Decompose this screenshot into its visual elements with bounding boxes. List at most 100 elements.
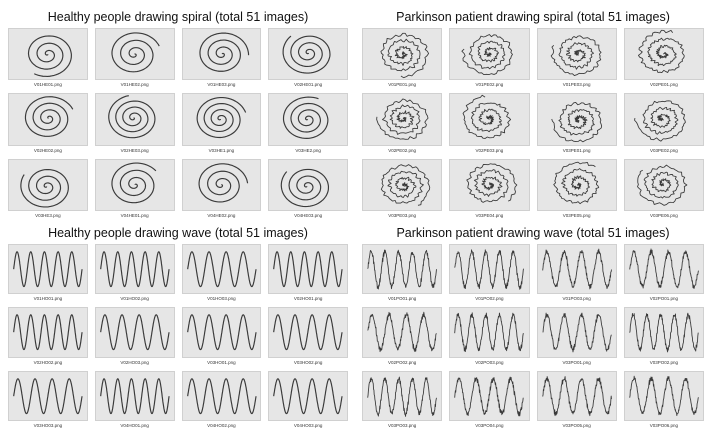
drawing-thumbnail: V02HO01.png [268,244,348,303]
drawing-thumbnail: V03HE1.png [181,93,262,154]
drawing-thumbnail: V03HO03.png [8,370,88,430]
wave-drawing-image [8,307,88,358]
drawing-thumbnail: V04HO01.png [94,370,175,430]
image-filename: V04HO01.png [120,422,149,428]
image-filename: V04HO03.png [293,422,323,428]
healthy-wave-panel: Healthy people drawing wave (total 51 im… [8,226,348,430]
image-filename: V03PO04.png [475,422,504,428]
wave-drawing-image [536,244,617,295]
drawing-thumbnail: V03PO06.png [623,370,704,430]
image-filename: V02HO01.png [293,296,323,302]
wave-drawing-image [623,307,704,358]
image-filename: V02HE01.png [294,82,323,88]
spiral-drawing-image [94,93,175,146]
spiral-drawing-image [268,93,348,146]
image-filename: V02HO02.png [33,359,63,365]
drawing-thumbnail: V02PE03.png [449,93,530,154]
image-filename: V03HO03.png [33,422,63,428]
drawing-thumbnail: V03HO01.png [181,307,262,366]
drawing-thumbnail: V02HO03.png [94,307,175,366]
drawing-thumbnail: V03HE2.png [268,93,348,154]
image-grid: V01HE01.png V01HE02.png V01HE03.png V02HE01… [8,28,348,220]
drawing-thumbnail: V02PE01.png [623,28,704,89]
image-filename: V03HE1.png [208,147,235,153]
drawing-thumbnail: V03HE3.png [8,158,88,220]
spiral-drawing-image [362,28,443,81]
image-filename: V01PE02.png [475,82,504,88]
spiral-drawing-image [8,158,88,211]
image-filename: V01PE03.png [562,82,591,88]
spiral-drawing-image [94,158,175,211]
drawing-thumbnail: V01HO01.png [8,244,88,303]
drawing-thumbnail: V03PE02.png [623,93,704,154]
panel-title: Healthy people drawing spiral (total 51 … [47,10,309,24]
drawing-thumbnail: V03PE03.png [362,158,443,220]
wave-drawing-image [94,370,175,421]
image-filename: V02PO01.png [649,296,679,302]
wave-drawing-image [181,370,262,421]
image-filename: V03PE01.png [562,147,591,153]
spiral-drawing-image [181,158,262,211]
wave-drawing-image [181,244,262,295]
drawing-thumbnail: V04HE02.png [181,158,262,220]
drawing-thumbnail: V01PE01.png [362,28,443,89]
image-grid: V01PE01.png V01PE02.png V01PE03.png V02PE01… [362,28,704,220]
spiral-drawing-image [268,158,348,211]
image-filename: V03PE03.png [388,212,417,218]
spiral-drawing-image [8,28,88,81]
spiral-drawing-image [94,28,175,81]
spiral-drawing-image [449,28,530,81]
drawing-thumbnail: V02HE03.png [94,93,175,154]
image-filename: V01HO03.png [207,296,236,302]
image-filename: V03PE05.png [562,212,591,218]
image-filename: V03HO02.png [293,359,323,365]
drawing-thumbnail: V03PO04.png [449,370,530,430]
drawing-thumbnail: V04HE01.png [94,158,175,220]
drawing-thumbnail: V03PO01.png [536,307,617,366]
image-filename: V02HE02.png [33,147,62,153]
drawing-thumbnail: V02HE01.png [268,28,348,89]
image-filename: V03PO05.png [562,422,591,428]
image-filename: V03HO01.png [207,359,236,365]
wave-drawing-image [362,244,443,295]
image-filename: V02PE03.png [475,147,504,153]
drawing-thumbnail: V01HE01.png [8,28,88,89]
wave-drawing-image [362,370,443,421]
image-filename: V03PE02.png [649,147,678,153]
panel-title: Parkinson patient drawing wave (total 51… [396,226,670,240]
parkinson-spiral-panel: Parkinson patient drawing spiral (total … [362,10,704,220]
image-filename: V01HO01.png [33,296,63,302]
wave-drawing-image [449,370,530,421]
spiral-drawing-image [623,158,704,211]
image-filename: V01PO02.png [475,296,504,302]
image-filename: V01HE02.png [120,82,149,88]
drawing-thumbnail: V02PO03.png [449,307,530,366]
drawing-thumbnail: V03PO05.png [536,370,617,430]
image-filename: V01PE01.png [388,82,417,88]
drawing-thumbnail: V01PO02.png [449,244,530,303]
spiral-drawing-image [362,93,443,146]
wave-drawing-image [623,370,704,421]
image-filename: V04HE02.png [207,212,236,218]
drawing-thumbnail: V01PE02.png [449,28,530,89]
drawing-thumbnail: V01HO02.png [94,244,175,303]
image-filename: V02HE03.png [120,147,149,153]
image-filename: V02HO03.png [120,359,149,365]
image-filename: V01HE03.png [207,82,236,88]
wave-drawing-image [94,307,175,358]
spiral-drawing-image [181,28,262,81]
image-filename: V03PO06.png [649,422,679,428]
image-grid: V01HO01.png V01HO02.png V01HO03.png V02HO01… [8,244,348,430]
image-filename: V02PO02.png [387,359,417,365]
wave-drawing-image [623,244,704,295]
drawing-thumbnail: V01HE02.png [94,28,175,89]
drawing-thumbnail: V04HO02.png [181,370,262,430]
spiral-drawing-image [449,158,530,211]
panel-title: Healthy people drawing wave (total 51 im… [48,226,308,240]
wave-drawing-image [449,244,530,295]
wave-drawing-image [94,244,175,295]
spiral-drawing-image [449,93,530,146]
spiral-drawing-image [8,93,88,146]
spiral-drawing-image [362,158,443,211]
drawing-thumbnail: V03PE05.png [536,158,617,220]
